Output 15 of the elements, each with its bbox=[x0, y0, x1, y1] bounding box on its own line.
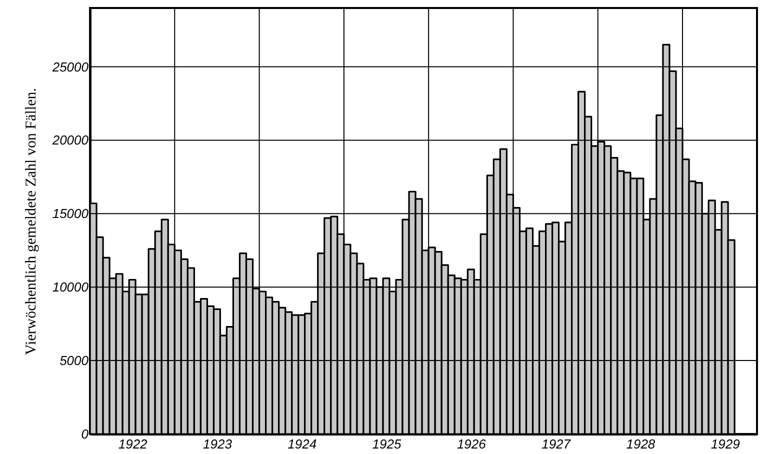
y-tick-label: 10000 bbox=[52, 280, 90, 295]
y-tick-label: 0 bbox=[81, 426, 90, 442]
y-tick-label: 15000 bbox=[52, 206, 90, 222]
y-tick-label: 5000 bbox=[60, 353, 90, 368]
x-tick-label: 1925 bbox=[372, 436, 402, 452]
x-tick-label: 1926 bbox=[456, 436, 487, 452]
y-axis-title: Vierwöchentlich gemeldete Zahl von Fällen. bbox=[23, 88, 40, 355]
x-tick-label: 1929 bbox=[710, 436, 740, 452]
y-tick-label: 20000 bbox=[51, 132, 90, 148]
y-tick-label: 25000 bbox=[51, 59, 90, 74]
x-tick-label: 1928 bbox=[626, 436, 656, 452]
x-tick-label: 1927 bbox=[542, 436, 572, 452]
x-tick-label: 1924 bbox=[288, 436, 317, 452]
x-tick-label: 1922 bbox=[118, 436, 148, 452]
x-tick-label: 1923 bbox=[203, 436, 233, 452]
